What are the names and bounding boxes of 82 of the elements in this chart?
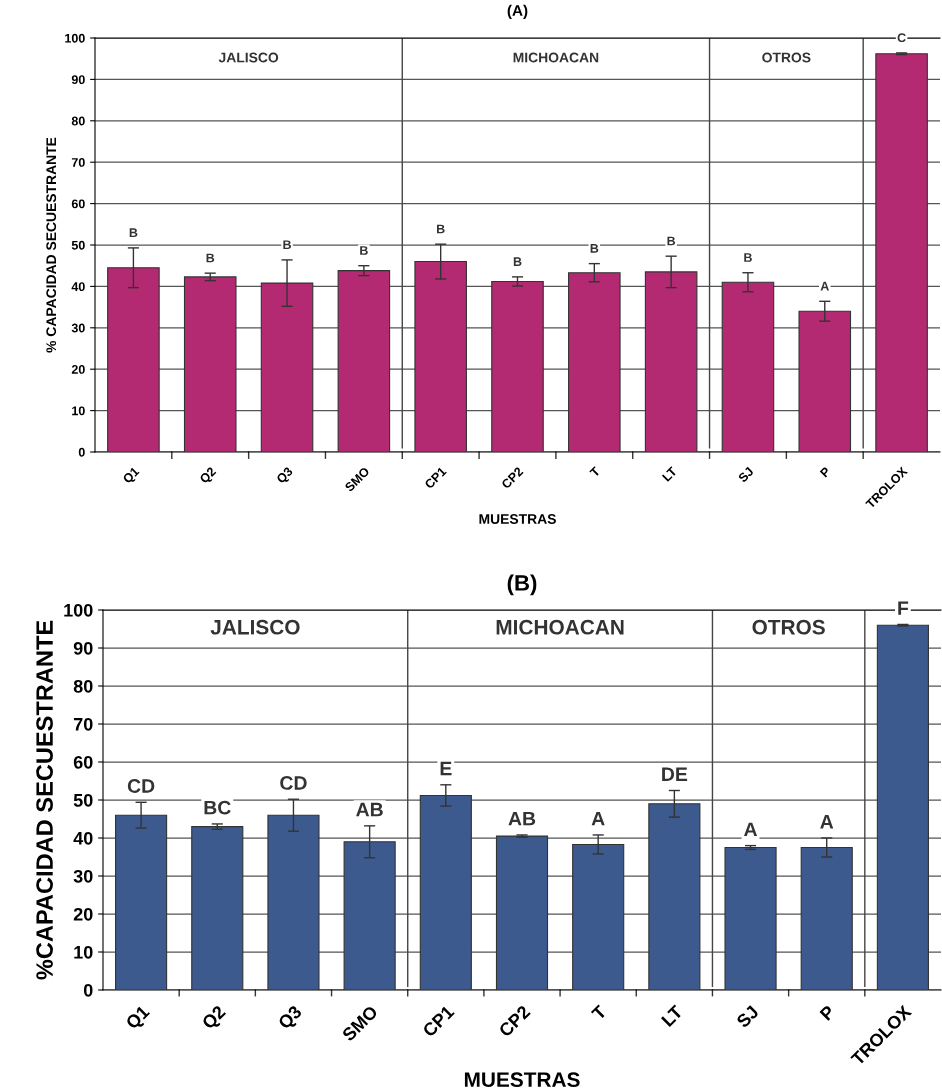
- y-tick-label: 60: [73, 755, 93, 769]
- annotation: AB: [356, 802, 383, 817]
- x-tick-label: Q1: [122, 466, 142, 486]
- bar: [191, 826, 244, 990]
- y-tick-label: 40: [73, 831, 93, 845]
- annotation: B: [360, 246, 368, 255]
- annotation: B: [129, 228, 138, 237]
- y-tick-label: 100: [64, 603, 93, 617]
- y-tick-label: 90: [73, 641, 93, 655]
- bar: [875, 53, 928, 452]
- bar: [183, 276, 237, 452]
- y-tick-label: 70: [71, 158, 85, 167]
- x-tick-label: Q1: [124, 1004, 153, 1033]
- x-tick-label: Q2: [201, 1004, 229, 1033]
- annotation: F: [898, 601, 909, 615]
- y-tick-label: 90: [71, 75, 85, 85]
- annotation: B: [513, 257, 522, 266]
- y-tick-label: 60: [71, 199, 85, 209]
- annotation: A: [820, 281, 829, 291]
- bar: [724, 846, 777, 990]
- annotation: A: [744, 822, 758, 837]
- y-tick-label: 40: [71, 282, 85, 292]
- x-tick-label: P: [819, 1004, 836, 1021]
- y-axis-title: % CAPACIDAD SECUESTRANTE: [46, 137, 57, 353]
- annotation: B: [667, 236, 676, 246]
- annotation: OTROS: [762, 52, 811, 63]
- x-tick-label: T: [591, 1004, 608, 1021]
- annotation: A: [820, 815, 834, 829]
- y-axis-title: %CAPACIDAD SECUESTRANTE: [36, 620, 53, 980]
- y-tick-label: 100: [65, 33, 85, 43]
- annotation: B: [437, 224, 445, 234]
- y-tick-label: 30: [73, 869, 93, 883]
- annotation: E: [440, 761, 452, 776]
- y-tick-label: 20: [71, 365, 85, 374]
- y-tick-label: 20: [73, 907, 93, 921]
- annotation: MICHOACAN: [496, 619, 624, 635]
- x-tick-label: Q2: [199, 466, 219, 486]
- x-tick-label: LT: [661, 466, 678, 482]
- y-tick-label: 70: [73, 717, 93, 731]
- annotation: JALISCO: [218, 52, 279, 63]
- x-tick-label: CP2: [498, 1004, 531, 1038]
- annotation: DE: [662, 767, 688, 781]
- y-tick-label: 30: [71, 323, 85, 333]
- y-tick-label: 50: [71, 240, 85, 250]
- x-tick-label: CP1: [424, 466, 447, 490]
- y-tick-label: 10: [74, 945, 93, 959]
- x-tick-label: T: [589, 466, 601, 478]
- bar: [495, 835, 549, 990]
- annotation: MICHOACAN: [513, 52, 599, 63]
- annotation: B: [744, 253, 752, 262]
- annotation: CD: [280, 776, 307, 790]
- chart-title: (B): [507, 574, 537, 596]
- x-axis-title: MUESTRAS: [464, 1072, 580, 1088]
- y-tick-label: 10: [72, 406, 85, 416]
- annotation: C: [897, 33, 906, 43]
- y-tick-label: 50: [73, 793, 93, 807]
- annotation: A: [591, 811, 605, 826]
- annotation: B: [283, 240, 291, 249]
- x-tick-label: SJ: [735, 1005, 760, 1029]
- bar: [337, 270, 391, 452]
- x-tick-label: P: [819, 466, 831, 478]
- chart-title: (A): [507, 4, 528, 19]
- annotation: OTROS: [752, 619, 825, 635]
- x-tick-label: Q3: [277, 1004, 305, 1033]
- annotation: JALISCO: [210, 619, 300, 635]
- x-tick-label: Q3: [275, 466, 295, 486]
- annotation: B: [590, 244, 599, 253]
- annotation: CD: [127, 779, 155, 793]
- x-tick-label: LT: [661, 1004, 684, 1027]
- bar: [876, 624, 929, 990]
- y-tick-label: 0: [78, 447, 85, 457]
- annotation: AB: [508, 811, 536, 826]
- x-axis-title: MUESTRAS: [479, 514, 556, 524]
- x-tick-label: CP2: [500, 466, 524, 490]
- x-tick-label: SJ: [737, 466, 754, 483]
- bar: [491, 280, 544, 452]
- y-tick-label: 80: [73, 679, 93, 693]
- annotation: BC: [204, 800, 231, 815]
- y-tick-label: 0: [83, 983, 93, 997]
- x-tick-label: CP1: [421, 1004, 455, 1038]
- y-tick-label: 80: [71, 116, 85, 126]
- annotation: B: [206, 253, 215, 263]
